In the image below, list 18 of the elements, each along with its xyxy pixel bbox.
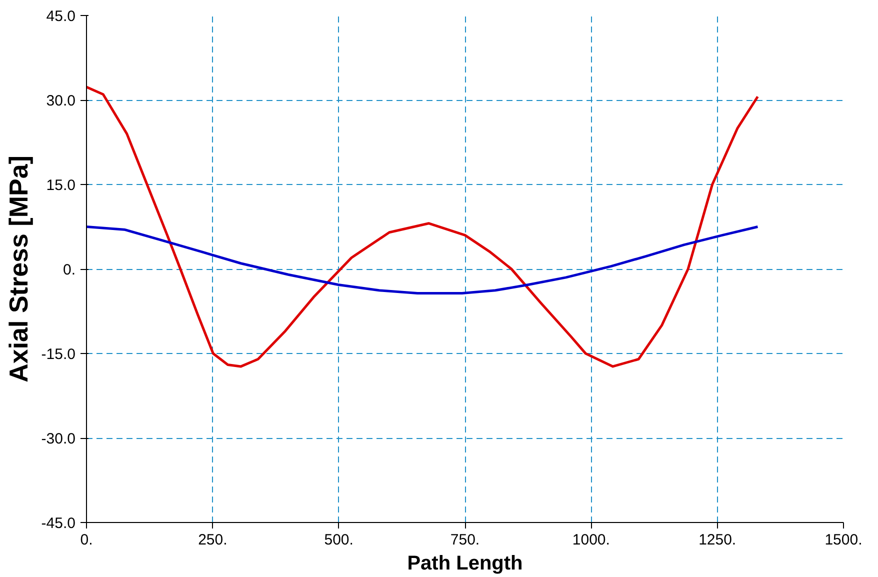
y-tick-label: -45.0 xyxy=(41,515,76,532)
x-tick-label: 0. xyxy=(80,532,93,548)
y-axis-title: Axial Stress [MPa] xyxy=(3,156,34,382)
y-tick-label: 15.0 xyxy=(46,177,76,194)
x-tick-label: 1500. xyxy=(824,532,862,548)
line-series xyxy=(86,86,759,368)
y-tick-label: -15.0 xyxy=(41,346,76,363)
x-axis-title: Path Length xyxy=(407,552,523,574)
x-tick-label: 250. xyxy=(198,532,228,548)
y-tick-label: 45.0 xyxy=(46,8,76,25)
x-tick-label: 1250. xyxy=(698,532,736,548)
line-series xyxy=(86,226,759,294)
y-tick-label: 30.0 xyxy=(46,92,76,110)
x-tick-label: 500. xyxy=(324,532,354,548)
y-tick-label: -30.0 xyxy=(41,430,76,448)
x-tick-label: 750. xyxy=(450,532,480,548)
y-tick-label: 0. xyxy=(62,262,76,278)
x-tick-label: 1000. xyxy=(572,532,610,548)
